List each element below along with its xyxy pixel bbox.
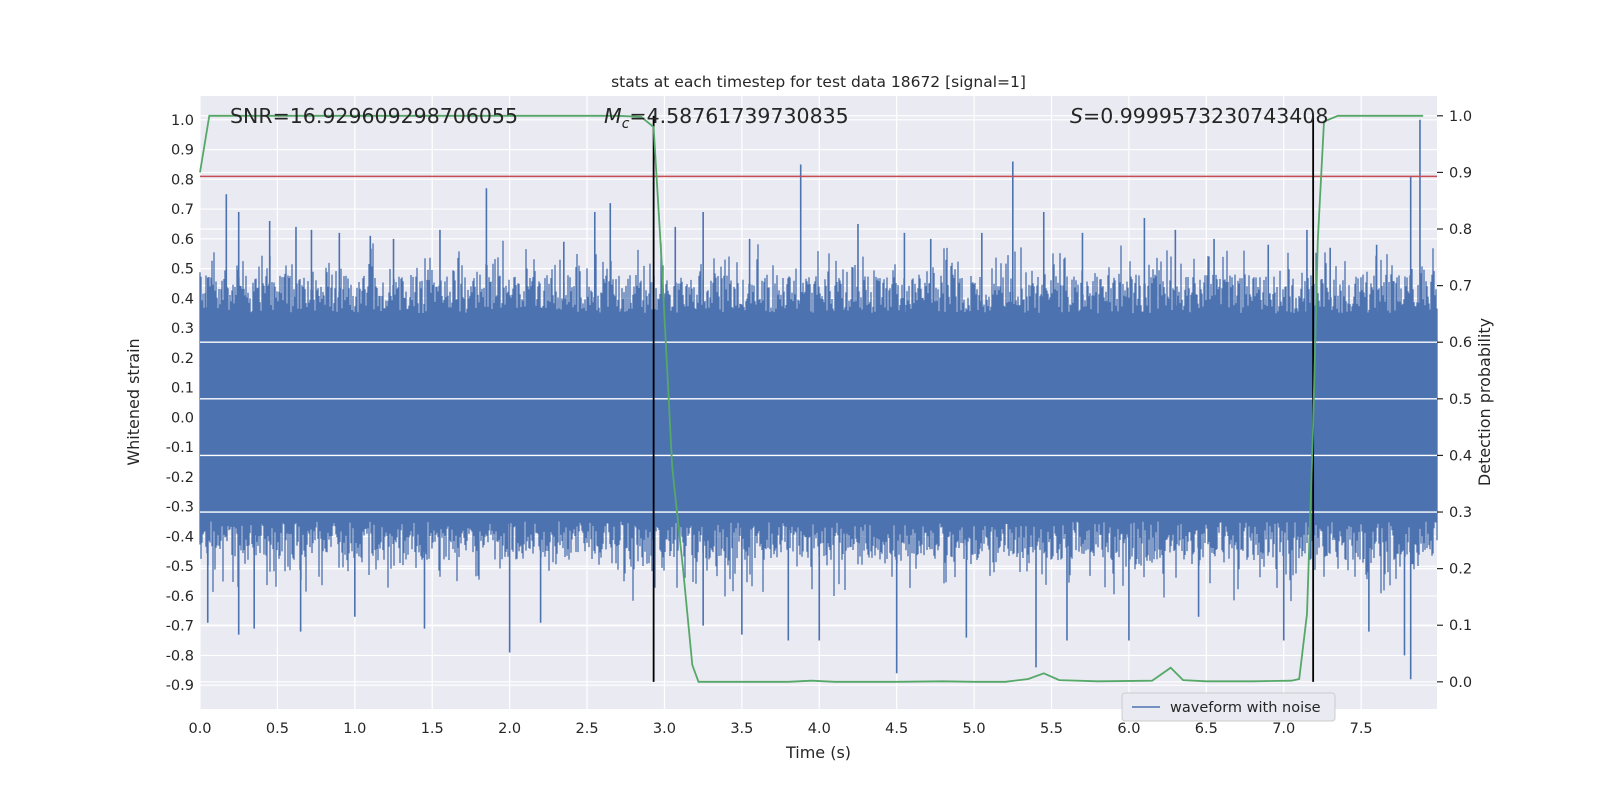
x-tick-label: 7.0 [1272,721,1295,737]
left-y-tick-label: 0.8 [171,172,194,188]
left-y-tick-label: 0.4 [171,291,194,307]
left-y-tick-label: 0.3 [171,321,194,337]
left-y-tick-label: 0.0 [171,410,194,426]
x-tick-label: 0.0 [188,721,211,737]
left-y-tick-label: 0.7 [171,202,194,218]
x-tick-label: 4.0 [808,721,831,737]
right-y-tick-label: 0.3 [1449,505,1472,521]
snr-annotation: SNR=16.929609298706055 [230,104,518,128]
chirp-mass-symbol: M [604,104,622,128]
x-tick-label: 0.5 [266,721,289,737]
left-y-tick-label: -0.2 [166,470,194,486]
x-tick-label: 7.5 [1350,721,1373,737]
left-y-tick-label: -0.7 [166,619,194,635]
score-value: =0.9999573230743408 [1083,104,1328,128]
score-symbol: S [1070,104,1083,128]
probability-series [199,114,1424,683]
x-tick-label: 2.5 [576,721,599,737]
x-tick-label: 5.5 [1040,721,1063,737]
x-tick-label: 6.5 [1195,721,1218,737]
x-tick-label: 5.0 [963,721,986,737]
left-y-tick-label: -0.1 [166,440,194,456]
detection-probability-line [199,114,1424,683]
right-y-tick-label: 0.5 [1449,392,1472,408]
right-y-tick-label: 0.2 [1449,562,1472,578]
x-axis-label: Time (s) [785,743,851,762]
chart-title: stats at each timestep for test data 186… [611,73,1026,91]
right-y-axis-label: Detection probability [1475,318,1494,486]
left-y-axis-ticks: 1.0 0.9 0.8 0.7 0.6 0.5 0.4 0.3 0.2 0.1 0.0 -0.1 -0.… [166,113,194,694]
right-y-tick-label: 0.9 [1449,165,1472,181]
left-y-tick-label: 0.6 [171,232,194,248]
left-y-tick-label: 0.9 [171,143,194,159]
x-tick-label: 6.0 [1117,721,1140,737]
x-tick-label: 1.0 [343,721,366,737]
right-y-tick-label: 0.7 [1449,279,1472,295]
x-tick-label: 1.5 [421,721,444,737]
right-y-axis-ticks: 1.0 0.9 0.8 0.7 0.6 0.5 0.4 0.3 0.2 0.1 0.0 [1437,109,1472,691]
chirp-mass-value: =4.58761739730835 [629,104,848,128]
left-y-tick-label: 1.0 [171,113,194,129]
right-y-tick-label: 0.0 [1449,675,1472,691]
waveform-series [199,119,1438,680]
x-tick-label: 3.0 [653,721,676,737]
left-y-tick-label: 0.5 [171,262,194,278]
chirp-mass-annotation: Mc=4.58761739730835 [604,104,849,132]
left-y-tick-label: -0.8 [166,648,194,664]
x-tick-label: 2.0 [498,721,521,737]
left-y-tick-label: -0.4 [166,529,194,545]
chirp-mass-subscript: c [622,116,630,132]
right-y-tick-label: 0.8 [1449,222,1472,238]
left-y-tick-label: -0.9 [166,678,194,694]
right-y-tick-label: 0.1 [1449,618,1472,634]
left-y-tick-label: 0.2 [171,351,194,367]
legend: waveform with noise [1121,692,1336,722]
left-y-tick-label: 0.1 [171,381,194,397]
left-y-tick-label: -0.3 [166,500,194,516]
score-annotation: S=0.9999573230743408 [1070,104,1328,128]
waveform-noise-band [199,240,1438,602]
right-y-tick-label: 0.6 [1449,335,1472,351]
left-y-axis-label: Whitened strain [124,338,143,465]
left-y-tick-label: -0.5 [166,559,194,575]
right-y-tick-label: 1.0 [1449,109,1472,125]
legend-box [1121,692,1336,722]
right-y-tick-label: 0.4 [1449,448,1472,464]
left-y-tick-label: -0.6 [166,589,194,605]
legend-label: waveform with noise [1170,700,1321,716]
x-axis-ticks: 0.0 0.5 1.0 1.5 2.0 2.5 3.0 3.5 4.0 4.5 5.0 5.5 6.0 6… [188,721,1372,737]
x-tick-label: 4.5 [885,721,908,737]
x-tick-label: 3.5 [730,721,753,737]
